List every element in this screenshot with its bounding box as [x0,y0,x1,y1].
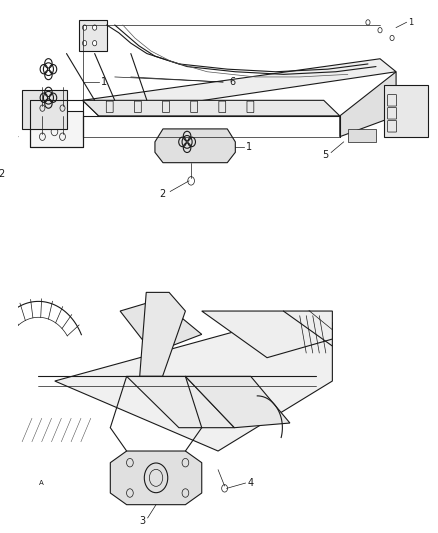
Circle shape [378,28,382,33]
Circle shape [82,25,87,30]
Polygon shape [155,129,235,163]
Polygon shape [202,311,332,358]
Text: 1: 1 [408,18,413,27]
Polygon shape [30,111,83,147]
Text: 6: 6 [230,77,236,87]
Polygon shape [348,129,376,142]
Text: 1: 1 [246,142,252,152]
Text: 5: 5 [322,150,328,160]
Circle shape [82,41,87,46]
Text: 2: 2 [0,168,4,179]
Circle shape [390,35,394,41]
Text: 3: 3 [139,515,145,526]
Text: 2: 2 [160,189,166,199]
Polygon shape [185,376,290,427]
Polygon shape [120,300,202,353]
Polygon shape [55,311,332,451]
Circle shape [92,41,97,46]
Text: 4: 4 [247,478,254,488]
Circle shape [366,20,370,25]
Text: 1: 1 [101,77,107,87]
Polygon shape [78,20,107,51]
Polygon shape [83,59,396,116]
Circle shape [92,25,97,30]
Polygon shape [110,451,202,505]
Polygon shape [127,376,234,427]
Text: A: A [39,480,44,486]
Polygon shape [22,90,67,129]
Polygon shape [384,85,428,136]
Polygon shape [340,72,396,136]
Polygon shape [140,293,185,376]
Circle shape [222,484,227,492]
Polygon shape [83,100,340,116]
